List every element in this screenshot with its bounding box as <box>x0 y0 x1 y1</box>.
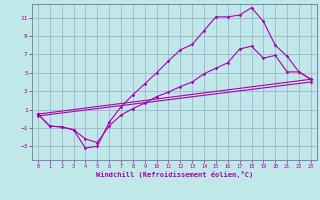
X-axis label: Windchill (Refroidissement éolien,°C): Windchill (Refroidissement éolien,°C) <box>96 171 253 178</box>
